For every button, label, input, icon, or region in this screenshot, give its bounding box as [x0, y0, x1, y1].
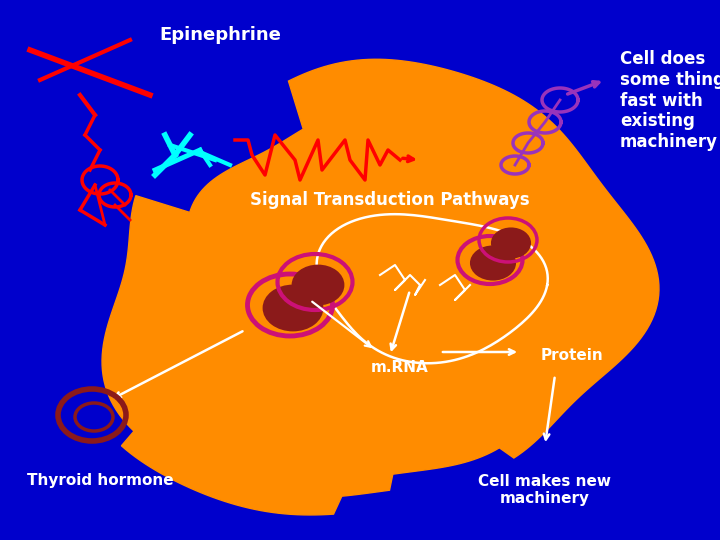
- Ellipse shape: [293, 266, 343, 304]
- Text: m.RNA: m.RNA: [371, 361, 429, 375]
- Ellipse shape: [264, 286, 322, 330]
- Text: Cell makes new
machinery: Cell makes new machinery: [479, 474, 611, 506]
- Text: Protein: Protein: [541, 348, 603, 362]
- Ellipse shape: [492, 228, 530, 258]
- Text: Cell does
some thing
fast with
existing
machinery: Cell does some thing fast with existing …: [620, 50, 720, 151]
- Ellipse shape: [471, 246, 515, 280]
- Text: Thyroid hormone: Thyroid hormone: [27, 472, 174, 488]
- Text: Epinephrine: Epinephrine: [159, 26, 281, 44]
- Polygon shape: [102, 59, 659, 515]
- Text: Signal Transduction Pathways: Signal Transduction Pathways: [250, 191, 530, 209]
